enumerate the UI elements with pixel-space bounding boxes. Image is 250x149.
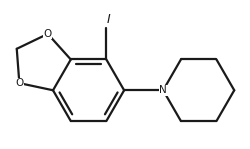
Text: N: N	[158, 85, 166, 95]
Text: I: I	[106, 13, 110, 26]
Text: O: O	[44, 29, 52, 39]
Text: O: O	[15, 78, 24, 88]
